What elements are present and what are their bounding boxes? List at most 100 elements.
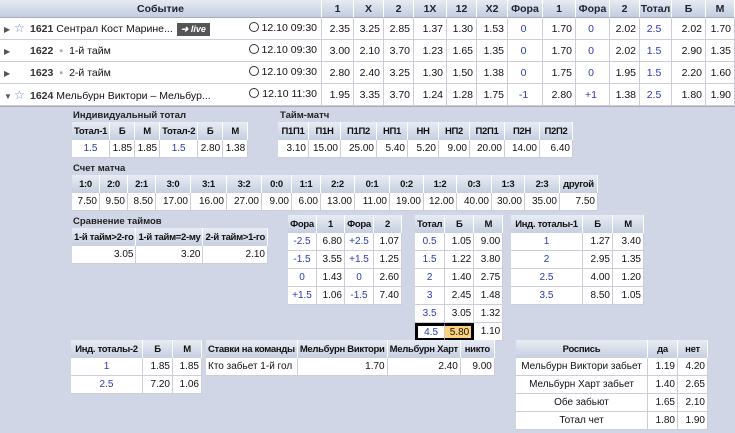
odds-cell[interactable]: 4.20 — [678, 358, 708, 376]
odds-cell[interactable]: 9.00 — [262, 193, 292, 211]
odds-cell[interactable]: 1.35 — [706, 40, 735, 62]
odds-cell[interactable]: 2.65 — [678, 376, 708, 394]
odds-cell[interactable]: 7.20 — [143, 376, 173, 394]
event-title[interactable]: ▶ ☆ 1621 Сентрал Кост Марине... ➜ live — [4, 21, 250, 36]
column-header[interactable]: 1 — [543, 0, 576, 18]
odds-cell[interactable]: 1.75 — [477, 84, 508, 106]
odds-cell[interactable]: 1.40 — [445, 269, 475, 287]
odds-cell[interactable]: 19.00 — [390, 193, 424, 211]
odds-cell[interactable]: 1.22 — [445, 251, 475, 269]
odds-cell[interactable]: 40.00 — [457, 193, 492, 211]
odds-cell[interactable]: 1.25 — [374, 251, 402, 269]
odds-cell[interactable]: 16.00 — [191, 193, 227, 211]
event-name[interactable]: Сентрал Кост Марине... — [56, 23, 173, 35]
odds-cell[interactable]: 4.00 — [583, 269, 613, 287]
event-cell[interactable]: ▶ 1622 ▪ 1-й тайм 12.10 09:30 — [0, 40, 322, 62]
odds-cell[interactable]: 1.85 — [143, 358, 173, 376]
odds-cell[interactable]: 3.35 — [354, 84, 384, 106]
odds-cell[interactable]: 2.80 — [543, 84, 576, 106]
column-header[interactable]: 2 — [384, 0, 414, 18]
event-title[interactable]: ▼ ☆ 1624 Мельбурн Виктори – Мельбур... — [4, 88, 250, 102]
odds-cell[interactable]: 8.50 — [583, 287, 613, 305]
odds-cell[interactable]: 1.20 — [613, 269, 644, 287]
odds-cell[interactable]: 1.19 — [648, 358, 678, 376]
event-name[interactable]: Мельбурн Виктори – Мельбур... — [56, 89, 211, 102]
event-row[interactable]: ▶ 1623 ▪ 2-й тайм 12.10 09:30 2.80 2.40 3.25 1.3… — [0, 62, 735, 84]
event-row[interactable]: ▼ ☆ 1624 Мельбурн Виктори – Мельбур... 12.1… — [0, 84, 735, 106]
odds-cell[interactable]: 9.00 — [460, 358, 495, 376]
odds-cell[interactable]: 2.10 — [678, 394, 708, 412]
odds-cell[interactable]: 1.48 — [474, 287, 504, 305]
odds-cell[interactable]: 1.07 — [374, 233, 402, 251]
odds-cell[interactable]: 30.00 — [492, 193, 525, 211]
column-header[interactable]: 12 — [447, 0, 477, 18]
odds-cell[interactable]: 1.80 — [648, 412, 678, 430]
odds-cell[interactable]: 9.00 — [474, 233, 504, 251]
caret-right-icon[interactable]: ▶ — [4, 25, 11, 34]
odds-cell[interactable]: 25.00 — [341, 140, 377, 158]
odds-cell[interactable]: 9.00 — [439, 140, 470, 158]
odds-cell[interactable]: 27.00 — [227, 193, 262, 211]
odds-cell[interactable]: 1.05 — [613, 287, 644, 305]
odds-cell[interactable]: 2.40 — [387, 358, 461, 376]
event-cell[interactable]: ▼ ☆ 1624 Мельбурн Виктори – Мельбур... 12.1… — [0, 84, 322, 106]
odds-cell[interactable]: 35.00 — [525, 193, 560, 211]
odds-cell[interactable]: 1.85 — [110, 140, 136, 158]
odds-cell[interactable]: 1.05 — [445, 233, 475, 251]
odds-cell[interactable]: 1.24 — [414, 84, 447, 106]
odds-cell[interactable]: 2.02 — [610, 18, 640, 40]
odds-cell[interactable]: 3.70 — [384, 84, 414, 106]
column-header[interactable]: X — [354, 0, 384, 18]
odds-cell[interactable]: 3.55 — [317, 251, 345, 269]
odds-cell[interactable]: 1.43 — [317, 269, 345, 287]
odds-cell[interactable]: 6.80 — [317, 233, 345, 251]
odds-cell[interactable]: 3.70 — [384, 40, 414, 62]
odds-cell[interactable]: 2.10 — [354, 40, 384, 62]
odds-cell[interactable]: 3.25 — [354, 18, 384, 40]
odds-cell[interactable]: 2.35 — [322, 18, 354, 40]
odds-cell[interactable]: 7.50 — [72, 193, 100, 211]
odds-cell[interactable]: 6.00 — [292, 193, 321, 211]
odds-cell[interactable]: 2.02 — [672, 18, 706, 40]
odds-cell[interactable]: 1.75 — [543, 62, 576, 84]
odds-cell[interactable]: 9.50 — [100, 193, 128, 211]
odds-cell[interactable]: 2.85 — [384, 18, 414, 40]
odds-cell[interactable]: 1.38 — [223, 140, 249, 158]
odds-cell[interactable]: 17.00 — [156, 193, 191, 211]
column-header[interactable]: Б — [672, 0, 706, 18]
event-row[interactable]: ▶ 1622 ▪ 1-й тайм 12.10 09:30 3.00 2.10 3.70 1.2… — [0, 40, 735, 62]
odds-cell[interactable]: 2.45 — [445, 287, 475, 305]
odds-cell[interactable]: 8.50 — [128, 193, 156, 211]
odds-cell[interactable]: 3.05 — [72, 246, 137, 264]
odds-cell[interactable]: 1.38 — [610, 84, 640, 106]
odds-cell[interactable]: 1.30 — [414, 62, 447, 84]
caret-right-icon[interactable]: ▶ — [4, 68, 11, 78]
odds-cell[interactable]: 3.00 — [322, 40, 354, 62]
star-icon[interactable]: ☆ — [14, 87, 25, 102]
odds-cell[interactable]: 1.90 — [678, 412, 708, 430]
odds-cell[interactable]: 1.95 — [322, 84, 354, 106]
odds-cell[interactable]: 1.30 — [447, 18, 477, 40]
event-title[interactable]: ▶ 1623 ▪ 2-й тайм — [4, 67, 250, 79]
odds-cell[interactable]: 5.80 — [445, 323, 475, 341]
odds-cell[interactable]: 1.80 — [672, 84, 706, 106]
odds-cell[interactable]: 2.75 — [474, 269, 504, 287]
odds-cell[interactable]: 14.00 — [505, 140, 540, 158]
odds-cell[interactable]: 2.90 — [672, 40, 706, 62]
odds-cell[interactable]: 1.70 — [297, 358, 388, 376]
odds-cell[interactable]: 1.23 — [414, 40, 447, 62]
odds-cell[interactable]: 1.28 — [447, 84, 477, 106]
odds-cell[interactable]: 1.35 — [477, 40, 508, 62]
odds-cell[interactable]: 1.35 — [613, 251, 644, 269]
odds-cell[interactable]: 3.80 — [474, 251, 504, 269]
odds-cell[interactable]: 1.06 — [317, 287, 345, 305]
column-header[interactable]: Фора — [508, 0, 543, 18]
column-header[interactable]: Фора — [576, 0, 610, 18]
column-header[interactable]: Событие — [0, 0, 322, 18]
odds-cell[interactable]: 1.85 — [135, 140, 161, 158]
column-header[interactable]: 1 — [322, 0, 354, 18]
odds-cell[interactable]: 3.40 — [613, 233, 644, 251]
event-cell[interactable]: ▶ 1623 ▪ 2-й тайм 12.10 09:30 — [0, 62, 322, 84]
odds-cell[interactable]: 1.95 — [610, 62, 640, 84]
odds-cell[interactable]: 3.25 — [384, 62, 414, 84]
